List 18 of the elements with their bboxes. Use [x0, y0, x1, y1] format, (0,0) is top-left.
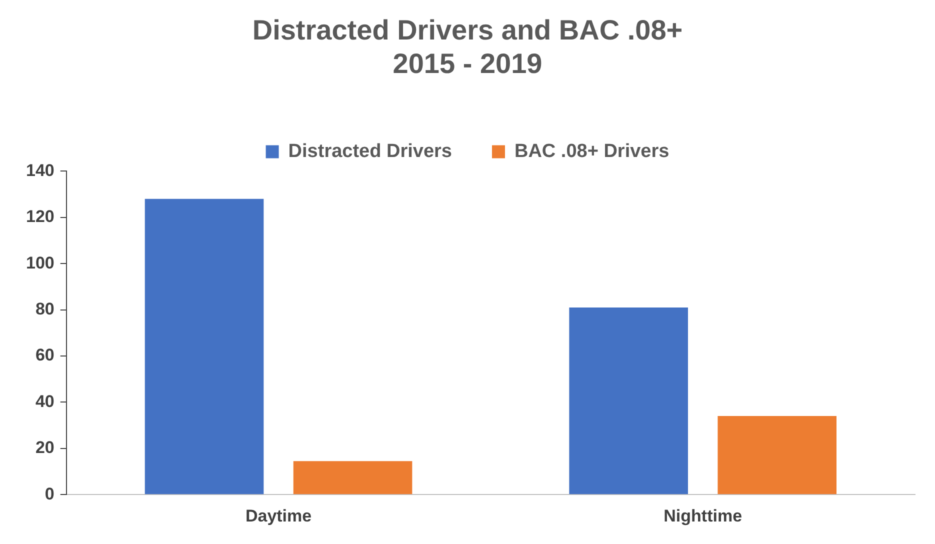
x-tick-label: Nighttime	[664, 506, 742, 526]
bar	[144, 198, 264, 494]
bar	[293, 461, 412, 494]
y-tick-label: 60	[35, 346, 54, 365]
y-tick-label: 0	[44, 484, 54, 504]
y-tick-label: 80	[35, 299, 54, 318]
y-tick-label: 140	[26, 160, 54, 180]
text: 2015 - 2019	[392, 48, 542, 80]
bar	[718, 416, 836, 494]
legend-label: Distracted Drivers	[288, 140, 452, 162]
y-tick-label: 100	[26, 253, 54, 272]
text: Distracted Drivers and BAC .08+	[252, 14, 683, 46]
y-tick-label: 120	[26, 207, 54, 226]
x-tick-label: Daytime	[245, 506, 312, 526]
y-tick-label: 20	[35, 438, 54, 458]
y-tick-label: 40	[35, 392, 54, 411]
legend-label: BAC .08+ Drivers	[514, 140, 670, 162]
bar	[569, 307, 688, 494]
